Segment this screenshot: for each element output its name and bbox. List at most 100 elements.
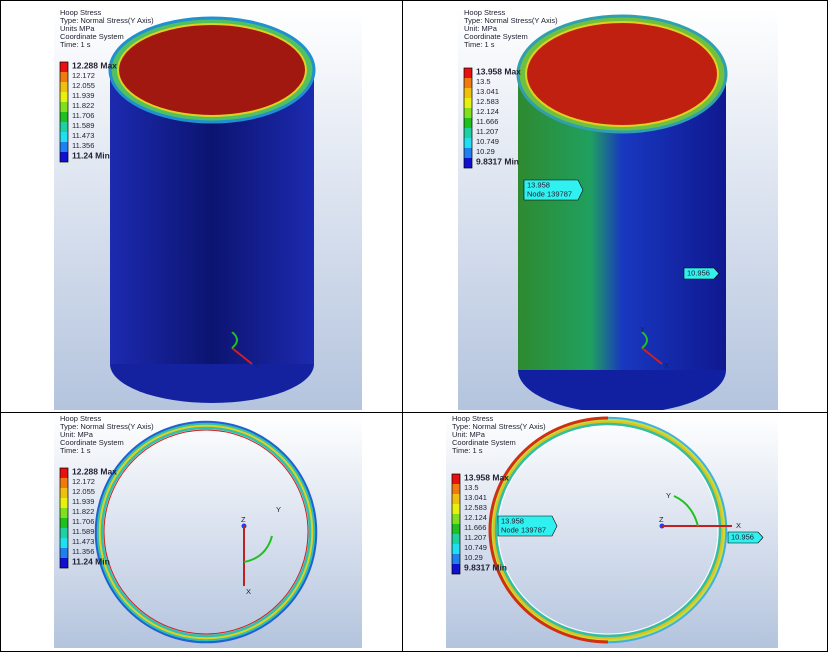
header-line: Hoop Stress	[60, 414, 102, 423]
legend-label: 12.124	[464, 513, 487, 522]
legend-swatch	[60, 102, 68, 112]
legend-swatch	[60, 122, 68, 132]
ring	[494, 422, 722, 638]
axis-label: Y	[276, 505, 281, 514]
probe-text: 13.958	[527, 180, 550, 189]
header-line: Hoop Stress	[464, 8, 506, 17]
probe-label	[523, 179, 584, 201]
result-view: Y X Hoop Stress Type: Normal Stress(Y Axis)…	[54, 8, 362, 410]
header-line: Coordinate System	[452, 438, 516, 447]
legend-swatch	[60, 82, 68, 92]
legend-swatch	[452, 504, 460, 514]
legend-swatch	[464, 128, 472, 138]
divider	[1, 412, 827, 413]
result-view: Z Y X Hoop Stress Type: Normal Stress(Y Axis…	[54, 414, 362, 648]
legend-swatch	[60, 548, 68, 558]
legend-swatch	[464, 98, 472, 108]
legend-label: 12.288 Max	[72, 466, 117, 476]
axis-label: X	[254, 361, 259, 370]
axis-label: X	[246, 587, 251, 596]
result-view: Y X Hoop Stress Type: Normal Stress(Y Axis)…	[458, 8, 778, 410]
header-line: Coordinate System	[60, 438, 124, 447]
triad: YX	[230, 325, 259, 370]
probe-label	[497, 515, 558, 537]
header-line: Hoop Stress	[452, 414, 494, 423]
legend-label: 11.589	[72, 527, 94, 536]
header-line: Unit: MPa	[452, 430, 486, 439]
axis-label: X	[664, 361, 669, 370]
legend-label: 11.589	[72, 121, 94, 130]
axis-label: Y	[666, 491, 671, 500]
legend-swatch	[60, 538, 68, 548]
legend-label: 10.29	[476, 147, 495, 156]
divider	[402, 1, 403, 651]
legend-frame	[463, 67, 473, 169]
legend-label: 11.207	[464, 533, 486, 542]
legend-label: 11.706	[72, 517, 94, 526]
result-view: Z Y X Hoop Stress Type: Normal Stress(Y Axis…	[446, 414, 778, 648]
legend-swatch	[464, 148, 472, 158]
header-line: Type: Normal Stress(Y Axis)	[60, 16, 154, 25]
legend-label: 13.5	[464, 483, 479, 492]
axis	[231, 331, 238, 349]
ring-hot	[488, 416, 609, 644]
legend-swatch	[60, 528, 68, 538]
header-line: Type: Normal Stress(Y Axis)	[452, 422, 546, 431]
header-line: Units MPa	[60, 24, 95, 33]
legend-swatch	[60, 558, 68, 568]
legend-label: 11.24 Min	[72, 556, 110, 566]
header-line: Coordinate System	[464, 32, 528, 41]
ring	[100, 426, 312, 638]
legend-label: 12.055	[72, 81, 95, 90]
legend-label: 12.172	[72, 477, 95, 486]
legend-swatch	[60, 152, 68, 162]
header-line: Time: 1 s	[464, 40, 495, 49]
cylinder-inner	[525, 21, 719, 127]
triad: YX	[640, 325, 669, 370]
legend-label: 11.666	[476, 117, 498, 126]
legend-swatch	[60, 132, 68, 142]
legend-swatch	[464, 78, 472, 88]
axis-label: Y	[640, 325, 645, 334]
legend-label: 12.055	[72, 487, 95, 496]
axis	[231, 347, 253, 365]
axis	[673, 495, 699, 527]
legend-swatch	[60, 508, 68, 518]
legend-label: 11.473	[72, 537, 94, 546]
legend-swatch	[452, 554, 460, 564]
legend-label: 13.041	[464, 493, 487, 502]
legend-swatch	[60, 62, 68, 72]
legend-frame	[59, 467, 69, 569]
ring	[103, 429, 309, 635]
axis-label: X	[736, 521, 741, 530]
legend-label: 11.939	[72, 497, 94, 506]
header-line: Unit: MPa	[464, 24, 498, 33]
legend-label: 13.041	[476, 87, 499, 96]
axis	[641, 331, 648, 349]
legend-label: 10.749	[476, 137, 499, 146]
legend-label: 11.822	[72, 101, 94, 110]
legend-swatch	[452, 494, 460, 504]
probe-text: 10.956	[687, 268, 710, 277]
legend-label: 13.5	[476, 77, 491, 86]
probe-text: 13.958	[501, 516, 524, 525]
legend-label: 11.706	[72, 111, 94, 120]
legend-swatch	[60, 112, 68, 122]
header-line: Time: 1 s	[60, 40, 91, 49]
legend-swatch	[464, 108, 472, 118]
header-line: Unit: MPa	[60, 430, 94, 439]
legend-swatch	[452, 484, 460, 494]
legend-label: 12.288 Max	[72, 60, 117, 70]
legend-swatch	[452, 534, 460, 544]
legend-swatch	[464, 68, 472, 78]
header-line: Hoop Stress	[60, 8, 102, 17]
legend-label: 11.24 Min	[72, 150, 110, 160]
legend-frame	[451, 473, 461, 575]
legend-swatch	[60, 488, 68, 498]
ring	[94, 420, 318, 644]
legend-swatch	[464, 118, 472, 128]
